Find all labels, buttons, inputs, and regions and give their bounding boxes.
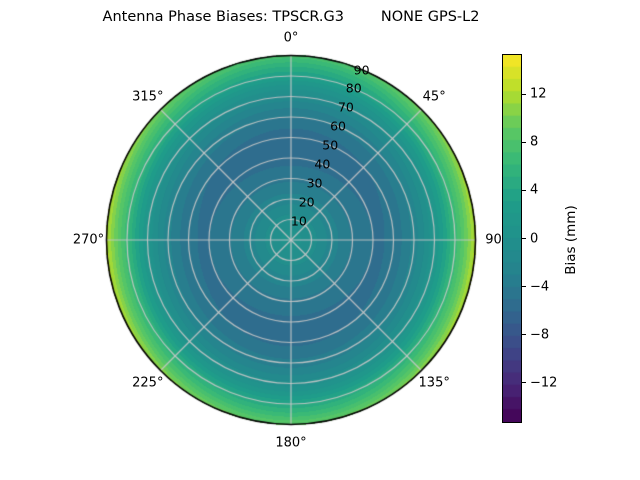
colorbar-tick-mark [522, 238, 526, 239]
colorbar-label: Bias (mm) [563, 205, 579, 275]
radial-tick-label: 50 [322, 137, 339, 153]
angular-tick-label: 135° [418, 375, 450, 391]
angular-tick-label: 90 [485, 232, 502, 248]
radial-tick-label: 70 [337, 99, 354, 115]
angular-tick-label: 315° [132, 89, 164, 105]
colorbar-tick-mark [522, 141, 526, 143]
radial-tick-label: 30 [306, 175, 323, 191]
colorbar-tick-mark [522, 286, 526, 288]
radial-tick-label: 90 [353, 62, 370, 78]
colorbar-tick-label: −4 [530, 279, 550, 295]
polar-heatmap-canvas [101, 50, 481, 430]
colorbar-tick-label: 12 [530, 86, 547, 102]
colorbar-tick-label: 0 [530, 231, 539, 246]
angular-tick-label: 45° [422, 89, 446, 105]
colorbar-gradient-canvas [502, 54, 522, 423]
angular-tick-label: 225° [132, 375, 164, 391]
angular-tick-label: 180° [275, 435, 307, 450]
radial-tick-label: 40 [314, 156, 331, 172]
colorbar-tick-mark [522, 382, 526, 384]
colorbar-tick-label: −8 [530, 327, 550, 343]
radial-tick-label: 10 [290, 213, 307, 229]
colorbar-tick-mark [522, 334, 526, 336]
colorbar-tick-label: 8 [530, 134, 539, 150]
angular-tick-label: 270° [72, 232, 105, 248]
colorbar-tick-mark [522, 189, 526, 191]
colorbar-tick-label: 4 [530, 182, 539, 198]
colorbar-tick-label: −12 [530, 375, 558, 391]
colorbar-tick-mark [522, 93, 526, 95]
radial-tick-label: 20 [298, 194, 315, 210]
radial-tick-label: 60 [330, 118, 347, 134]
angular-tick-label: 0° [283, 30, 299, 45]
plot-title: Antenna Phase Biases: TPSCR.G3 NONE GPS-… [102, 9, 480, 25]
radial-tick-label: 80 [345, 80, 362, 96]
